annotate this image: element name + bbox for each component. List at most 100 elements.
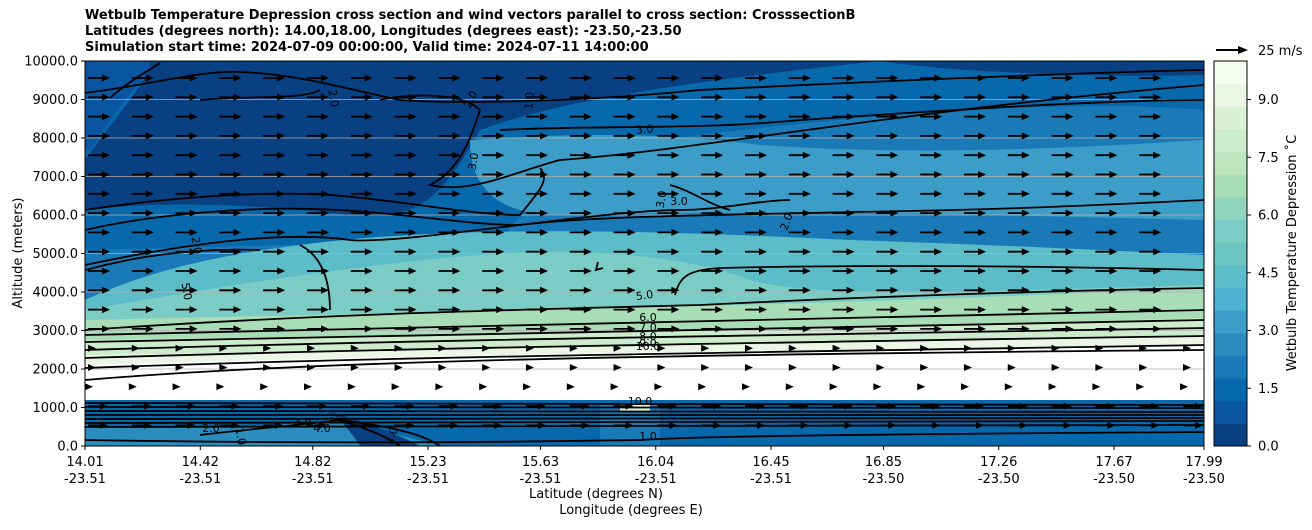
wind-vector-arrow	[613, 132, 636, 140]
colorbar-tick-label: 4.5	[1258, 266, 1279, 281]
wind-vector-arrow	[526, 248, 548, 256]
wind-vector-arrow	[131, 267, 154, 275]
wind-vector-arrow	[394, 325, 417, 333]
wind-vector-arrow	[1139, 151, 1162, 159]
x-tick-label-lon: -23.51	[179, 472, 221, 487]
wind-vector-arrow	[613, 344, 622, 352]
wind-vector-arrow	[1095, 74, 1118, 82]
x-axis-label-2: Longitude (degrees E)	[559, 503, 703, 518]
wind-vector-arrow	[131, 402, 152, 410]
wind-vector-arrow	[88, 228, 110, 236]
wind-vector-arrow	[307, 344, 315, 352]
wind-vector-arrow	[438, 74, 461, 82]
x-tick-label-lat: 17.26	[980, 455, 1017, 470]
wind-vector-arrow	[175, 190, 198, 198]
wind-vector-arrow	[876, 344, 885, 352]
wind-vector-arrow	[1139, 306, 1162, 314]
wind-vector-arrow	[131, 190, 154, 198]
wind-vector-arrow	[1095, 364, 1104, 371]
wind-vector-arrow	[876, 228, 899, 236]
wind-vector-arrow	[482, 267, 505, 275]
wind-vector-arrow	[1051, 248, 1074, 256]
wind-vector-arrow	[964, 402, 984, 410]
y-tick-label: 0.0	[57, 440, 78, 455]
x-tick-label-lat: 14.42	[182, 455, 219, 470]
wind-vector-arrow	[219, 306, 242, 314]
wind-vector-arrow	[350, 171, 373, 178]
wind-vector-arrow	[1139, 190, 1162, 198]
wind-vector-arrow	[657, 151, 680, 159]
wind-vector-arrow	[745, 209, 767, 217]
wind-vector-arrow	[526, 267, 548, 275]
wind-vector-arrow	[698, 383, 707, 391]
wind-vector-arrow	[88, 248, 110, 256]
wind-vector-arrow	[657, 421, 678, 429]
x-tick-label-lat: 14.82	[294, 455, 331, 470]
wind-vector-arrow	[1007, 132, 1030, 140]
wind-vector-arrow	[788, 209, 811, 217]
wind-vector-arrow	[482, 151, 505, 159]
wind-vector-arrow	[832, 344, 841, 352]
wind-vector-arrow	[964, 421, 984, 429]
wind-vector-arrow	[701, 402, 722, 410]
wind-vector-arrow	[1092, 383, 1101, 391]
wind-vector-arrow	[832, 325, 855, 333]
wind-vector-arrow	[701, 286, 724, 294]
wind-vector-arrow	[1139, 132, 1162, 140]
wind-vector-arrow	[1095, 209, 1118, 217]
x-tick-label-lon: -23.51	[292, 472, 334, 487]
wind-vector-arrow	[394, 132, 417, 140]
wind-vector-arrow	[1007, 267, 1030, 275]
contour-label: 2.0	[326, 89, 342, 108]
wind-vector-arrow	[1007, 306, 1030, 314]
wind-vector-arrow	[745, 267, 767, 275]
wind-vector-arrow	[657, 190, 680, 198]
wind-vector-arrow	[1136, 383, 1145, 391]
wind-vector-arrow	[569, 421, 590, 429]
wind-vector-arrow	[657, 344, 666, 352]
wind-vector-arrow	[876, 171, 899, 178]
wind-vector-arrow	[657, 171, 680, 178]
wind-vector-arrow	[263, 74, 286, 82]
wind-vector-arrow	[350, 190, 373, 198]
wind-vector-arrow	[745, 228, 767, 236]
wind-vector-arrow	[917, 383, 926, 391]
wind-vector-arrow	[350, 421, 371, 429]
colorbar-tick-label: 1.5	[1258, 382, 1279, 397]
wind-vector-arrow	[88, 286, 110, 294]
wind-vector-arrow	[131, 325, 154, 333]
wind-vector-arrow	[88, 113, 110, 121]
wind-vector-arrow	[1051, 209, 1074, 217]
wind-vector-arrow	[526, 364, 534, 371]
wind-vector-arrow	[219, 228, 242, 236]
wind-vector-arrow	[175, 113, 198, 121]
wind-vector-arrow	[920, 171, 943, 178]
wind-vector-arrow	[657, 267, 680, 275]
wind-vector-arrow	[263, 190, 286, 198]
wind-vector-arrow	[482, 344, 491, 352]
wind-vector-arrow	[482, 402, 503, 410]
wind-vector-arrow	[263, 402, 284, 410]
wind-vector-arrow	[394, 267, 417, 275]
wind-vector-arrow	[1139, 344, 1148, 352]
wind-vector-arrow	[613, 325, 636, 333]
x-tick-label-lon: -23.51	[520, 472, 562, 487]
wind-key: 25 m/s	[1216, 44, 1303, 59]
wind-vector-arrow	[307, 286, 329, 294]
wind-vector-arrow	[219, 421, 240, 429]
contour-label: 2.0	[202, 422, 220, 435]
wind-vector-arrow	[569, 344, 578, 352]
wind-vector-arrow	[701, 171, 724, 178]
wind-vector-arrow	[876, 190, 899, 198]
wind-vector-arrow	[438, 132, 461, 140]
wind-vector-arrow	[219, 151, 242, 159]
wind-vector-arrow	[613, 267, 636, 275]
contour-label: 9.0	[639, 337, 657, 350]
wind-vector-arrow	[657, 93, 680, 101]
wind-vector-arrow	[745, 190, 767, 198]
wind-vector-arrow	[961, 383, 969, 391]
wind-vector-arrow	[350, 151, 373, 159]
wind-vector-arrow	[350, 402, 371, 410]
wind-vector-arrow	[701, 93, 724, 101]
